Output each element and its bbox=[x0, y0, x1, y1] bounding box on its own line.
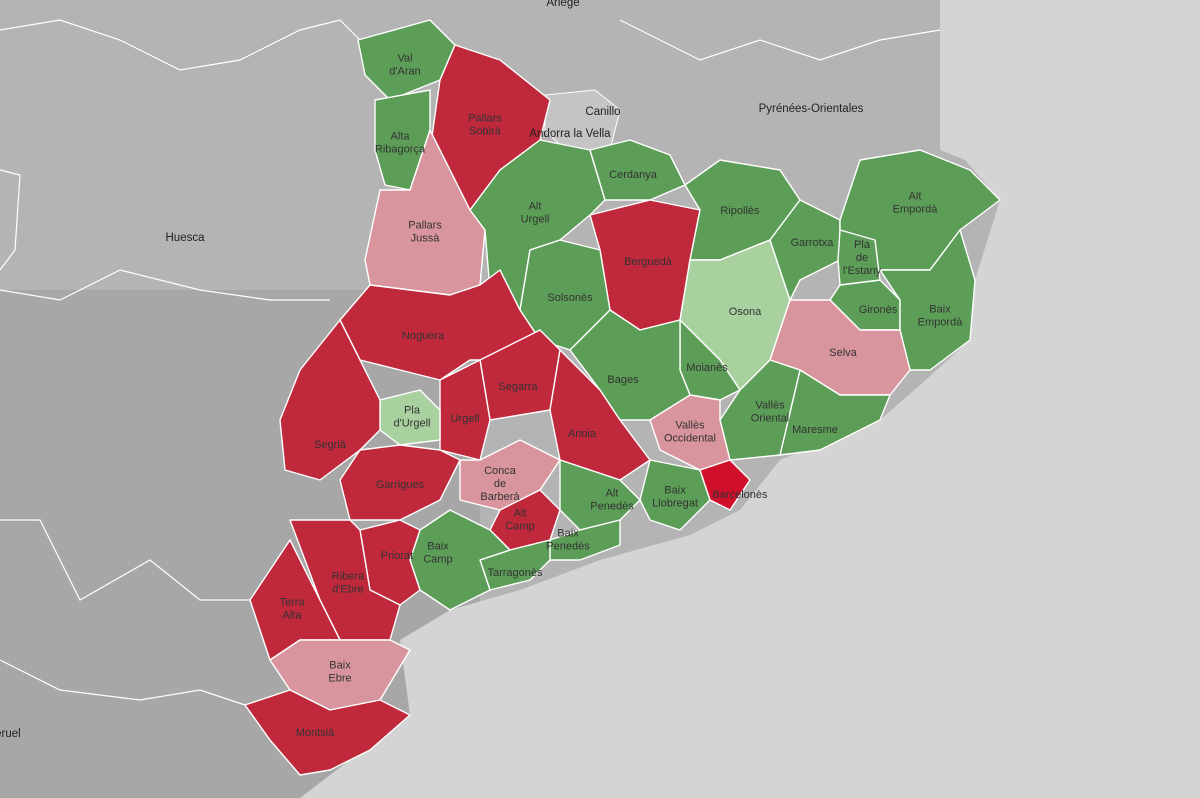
place-label: Pyrénées-Orientales bbox=[759, 103, 864, 115]
sea bbox=[300, 0, 1200, 798]
region-label: Anoia bbox=[568, 428, 597, 440]
region-label: Pallars Sobirà bbox=[468, 112, 502, 137]
region-label: Pla de l'Estany bbox=[843, 239, 882, 277]
region-label: Baix Penedès bbox=[546, 527, 590, 552]
region[interactable] bbox=[699, 459, 751, 511]
region-label: Ripollès bbox=[720, 205, 760, 217]
region-label: Noguera bbox=[402, 330, 445, 342]
regions bbox=[244, 19, 1001, 776]
region-label: Solsonès bbox=[547, 292, 593, 304]
region-label: Maresme bbox=[792, 424, 838, 436]
region-label: Segarra bbox=[498, 381, 538, 393]
region-label: Baix Llobregat bbox=[652, 484, 698, 509]
region-label: Osona bbox=[729, 306, 762, 318]
region-label: Val d'Aran bbox=[389, 52, 420, 77]
region-label: Conca de Barberà bbox=[480, 465, 520, 503]
place-label: Teruel bbox=[0, 728, 21, 740]
region-label: Alt Urgell bbox=[521, 200, 550, 225]
region-label: Baix Empordà bbox=[918, 303, 964, 328]
place-label: Canillo bbox=[585, 106, 620, 118]
region-label: Baix Camp bbox=[423, 540, 452, 565]
region-label: Vallès Oriental bbox=[751, 399, 790, 424]
region[interactable] bbox=[244, 689, 411, 776]
region-label: Alt Empordà bbox=[893, 190, 939, 215]
region-label: Barcelonès bbox=[712, 489, 768, 501]
region-label: Garrotxa bbox=[791, 237, 835, 249]
region[interactable] bbox=[837, 229, 881, 286]
region-label: Garrigues bbox=[376, 479, 425, 491]
region-label: Cerdanya bbox=[609, 169, 658, 181]
region-label: Terra Alta bbox=[279, 596, 305, 621]
region-label: Berguedà bbox=[624, 256, 673, 268]
region-label: Selva bbox=[829, 347, 857, 359]
region-label: Pla d'Urgell bbox=[394, 404, 431, 429]
place-label: Huesca bbox=[166, 232, 206, 244]
region-label: Pallars Jussà bbox=[408, 219, 442, 244]
region-label: Montsià bbox=[296, 727, 335, 739]
region-label: Priorat bbox=[381, 550, 413, 562]
region-label: Urgell bbox=[451, 413, 480, 425]
region[interactable] bbox=[339, 444, 461, 521]
region-label: Baix Ebre bbox=[328, 659, 351, 684]
region-label: Alt Camp bbox=[505, 507, 534, 532]
place-label: Andorra la Vella bbox=[529, 128, 611, 140]
region-label: Tarragonès bbox=[487, 567, 543, 579]
region-label: Vallès Occidental bbox=[664, 419, 716, 444]
region-label: Bages bbox=[607, 374, 639, 386]
border-lines bbox=[0, 19, 941, 706]
region-label: Alta Ribagorça bbox=[375, 130, 426, 155]
region[interactable] bbox=[879, 229, 976, 371]
region-label: Segrià bbox=[314, 439, 347, 451]
region-label: Gironès bbox=[859, 304, 898, 316]
region-label: Alt Penedès bbox=[590, 487, 634, 512]
place-label: Ariège bbox=[546, 0, 579, 9]
region-labels: Val d'Aran Pallars Sobirà Alta Ribagorça Palla… bbox=[279, 52, 963, 739]
region-label: Moianès bbox=[686, 362, 728, 374]
region[interactable] bbox=[279, 319, 381, 481]
region-label: Ribera d'Ebre bbox=[332, 570, 365, 595]
